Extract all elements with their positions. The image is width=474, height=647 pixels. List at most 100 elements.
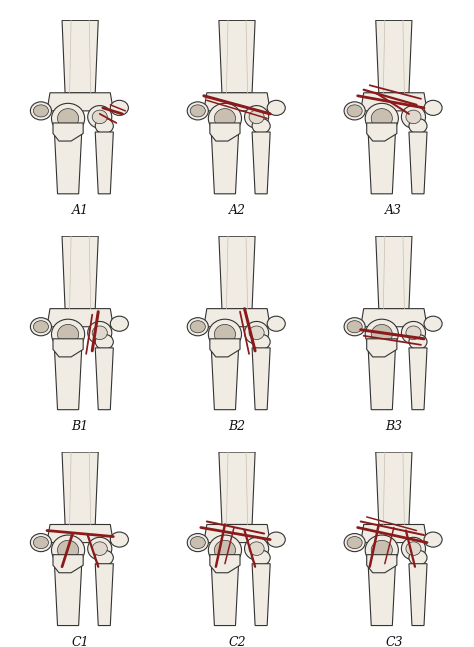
Ellipse shape xyxy=(267,100,285,115)
Polygon shape xyxy=(47,309,113,327)
Ellipse shape xyxy=(245,105,269,128)
Ellipse shape xyxy=(187,102,209,120)
Polygon shape xyxy=(62,236,98,309)
Ellipse shape xyxy=(110,316,128,331)
Ellipse shape xyxy=(252,334,270,349)
Text: A1: A1 xyxy=(72,204,89,217)
Ellipse shape xyxy=(267,316,285,331)
Polygon shape xyxy=(204,525,270,543)
Ellipse shape xyxy=(190,105,205,117)
Ellipse shape xyxy=(406,542,421,555)
Text: B2: B2 xyxy=(228,421,246,433)
Polygon shape xyxy=(219,21,255,93)
Ellipse shape xyxy=(95,334,113,349)
Ellipse shape xyxy=(424,100,442,115)
Polygon shape xyxy=(219,452,255,525)
Polygon shape xyxy=(361,309,427,327)
Polygon shape xyxy=(376,452,412,525)
Polygon shape xyxy=(47,525,113,543)
Ellipse shape xyxy=(30,102,52,120)
Ellipse shape xyxy=(95,550,113,565)
Ellipse shape xyxy=(371,540,392,560)
Ellipse shape xyxy=(401,322,426,344)
Polygon shape xyxy=(211,133,238,194)
Ellipse shape xyxy=(252,118,270,133)
Polygon shape xyxy=(95,348,113,410)
Ellipse shape xyxy=(371,109,392,128)
Polygon shape xyxy=(55,565,82,626)
Polygon shape xyxy=(376,21,412,93)
Polygon shape xyxy=(53,123,83,141)
Ellipse shape xyxy=(209,104,242,133)
Polygon shape xyxy=(55,133,82,194)
Ellipse shape xyxy=(190,536,205,549)
Ellipse shape xyxy=(365,104,398,133)
Polygon shape xyxy=(376,236,412,309)
Polygon shape xyxy=(62,452,98,525)
Ellipse shape xyxy=(249,326,264,340)
Text: C3: C3 xyxy=(385,636,403,647)
Polygon shape xyxy=(53,554,83,573)
Polygon shape xyxy=(62,21,98,93)
Ellipse shape xyxy=(33,321,48,333)
Ellipse shape xyxy=(249,542,264,555)
Text: C2: C2 xyxy=(228,636,246,647)
Ellipse shape xyxy=(424,532,442,547)
Polygon shape xyxy=(204,309,270,327)
Polygon shape xyxy=(368,349,395,410)
Ellipse shape xyxy=(30,534,52,552)
Polygon shape xyxy=(409,348,427,410)
Text: C1: C1 xyxy=(71,636,89,647)
Ellipse shape xyxy=(92,326,107,340)
Ellipse shape xyxy=(110,100,128,115)
Ellipse shape xyxy=(371,325,392,344)
Polygon shape xyxy=(361,525,427,543)
Ellipse shape xyxy=(406,326,421,340)
Polygon shape xyxy=(95,132,113,194)
Ellipse shape xyxy=(33,536,48,549)
Ellipse shape xyxy=(92,110,107,124)
Ellipse shape xyxy=(52,104,85,133)
Ellipse shape xyxy=(214,325,236,344)
Ellipse shape xyxy=(344,534,365,552)
Polygon shape xyxy=(368,565,395,626)
Ellipse shape xyxy=(214,540,236,560)
Ellipse shape xyxy=(209,319,242,349)
Polygon shape xyxy=(367,554,397,573)
Ellipse shape xyxy=(187,534,209,552)
Polygon shape xyxy=(210,339,240,357)
Ellipse shape xyxy=(365,535,398,565)
Ellipse shape xyxy=(409,118,427,133)
Polygon shape xyxy=(252,564,270,626)
Polygon shape xyxy=(210,554,240,573)
Polygon shape xyxy=(367,123,397,141)
Ellipse shape xyxy=(401,105,426,128)
Polygon shape xyxy=(95,564,113,626)
Polygon shape xyxy=(47,93,113,111)
Polygon shape xyxy=(211,565,238,626)
Ellipse shape xyxy=(409,550,427,565)
Ellipse shape xyxy=(365,319,398,349)
Ellipse shape xyxy=(88,105,112,128)
Ellipse shape xyxy=(406,110,421,124)
Ellipse shape xyxy=(57,109,79,128)
Ellipse shape xyxy=(92,542,107,555)
Ellipse shape xyxy=(245,537,269,560)
Ellipse shape xyxy=(30,318,52,336)
Ellipse shape xyxy=(52,535,85,565)
Polygon shape xyxy=(409,564,427,626)
Ellipse shape xyxy=(347,536,362,549)
Text: B1: B1 xyxy=(72,421,89,433)
Ellipse shape xyxy=(209,535,242,565)
Text: B3: B3 xyxy=(385,421,402,433)
Text: A3: A3 xyxy=(385,204,402,217)
Ellipse shape xyxy=(214,109,236,128)
Polygon shape xyxy=(53,339,83,357)
Ellipse shape xyxy=(401,537,426,560)
Polygon shape xyxy=(219,236,255,309)
Ellipse shape xyxy=(187,318,209,336)
Ellipse shape xyxy=(190,321,205,333)
Ellipse shape xyxy=(88,322,112,344)
Ellipse shape xyxy=(57,325,79,344)
Polygon shape xyxy=(409,132,427,194)
